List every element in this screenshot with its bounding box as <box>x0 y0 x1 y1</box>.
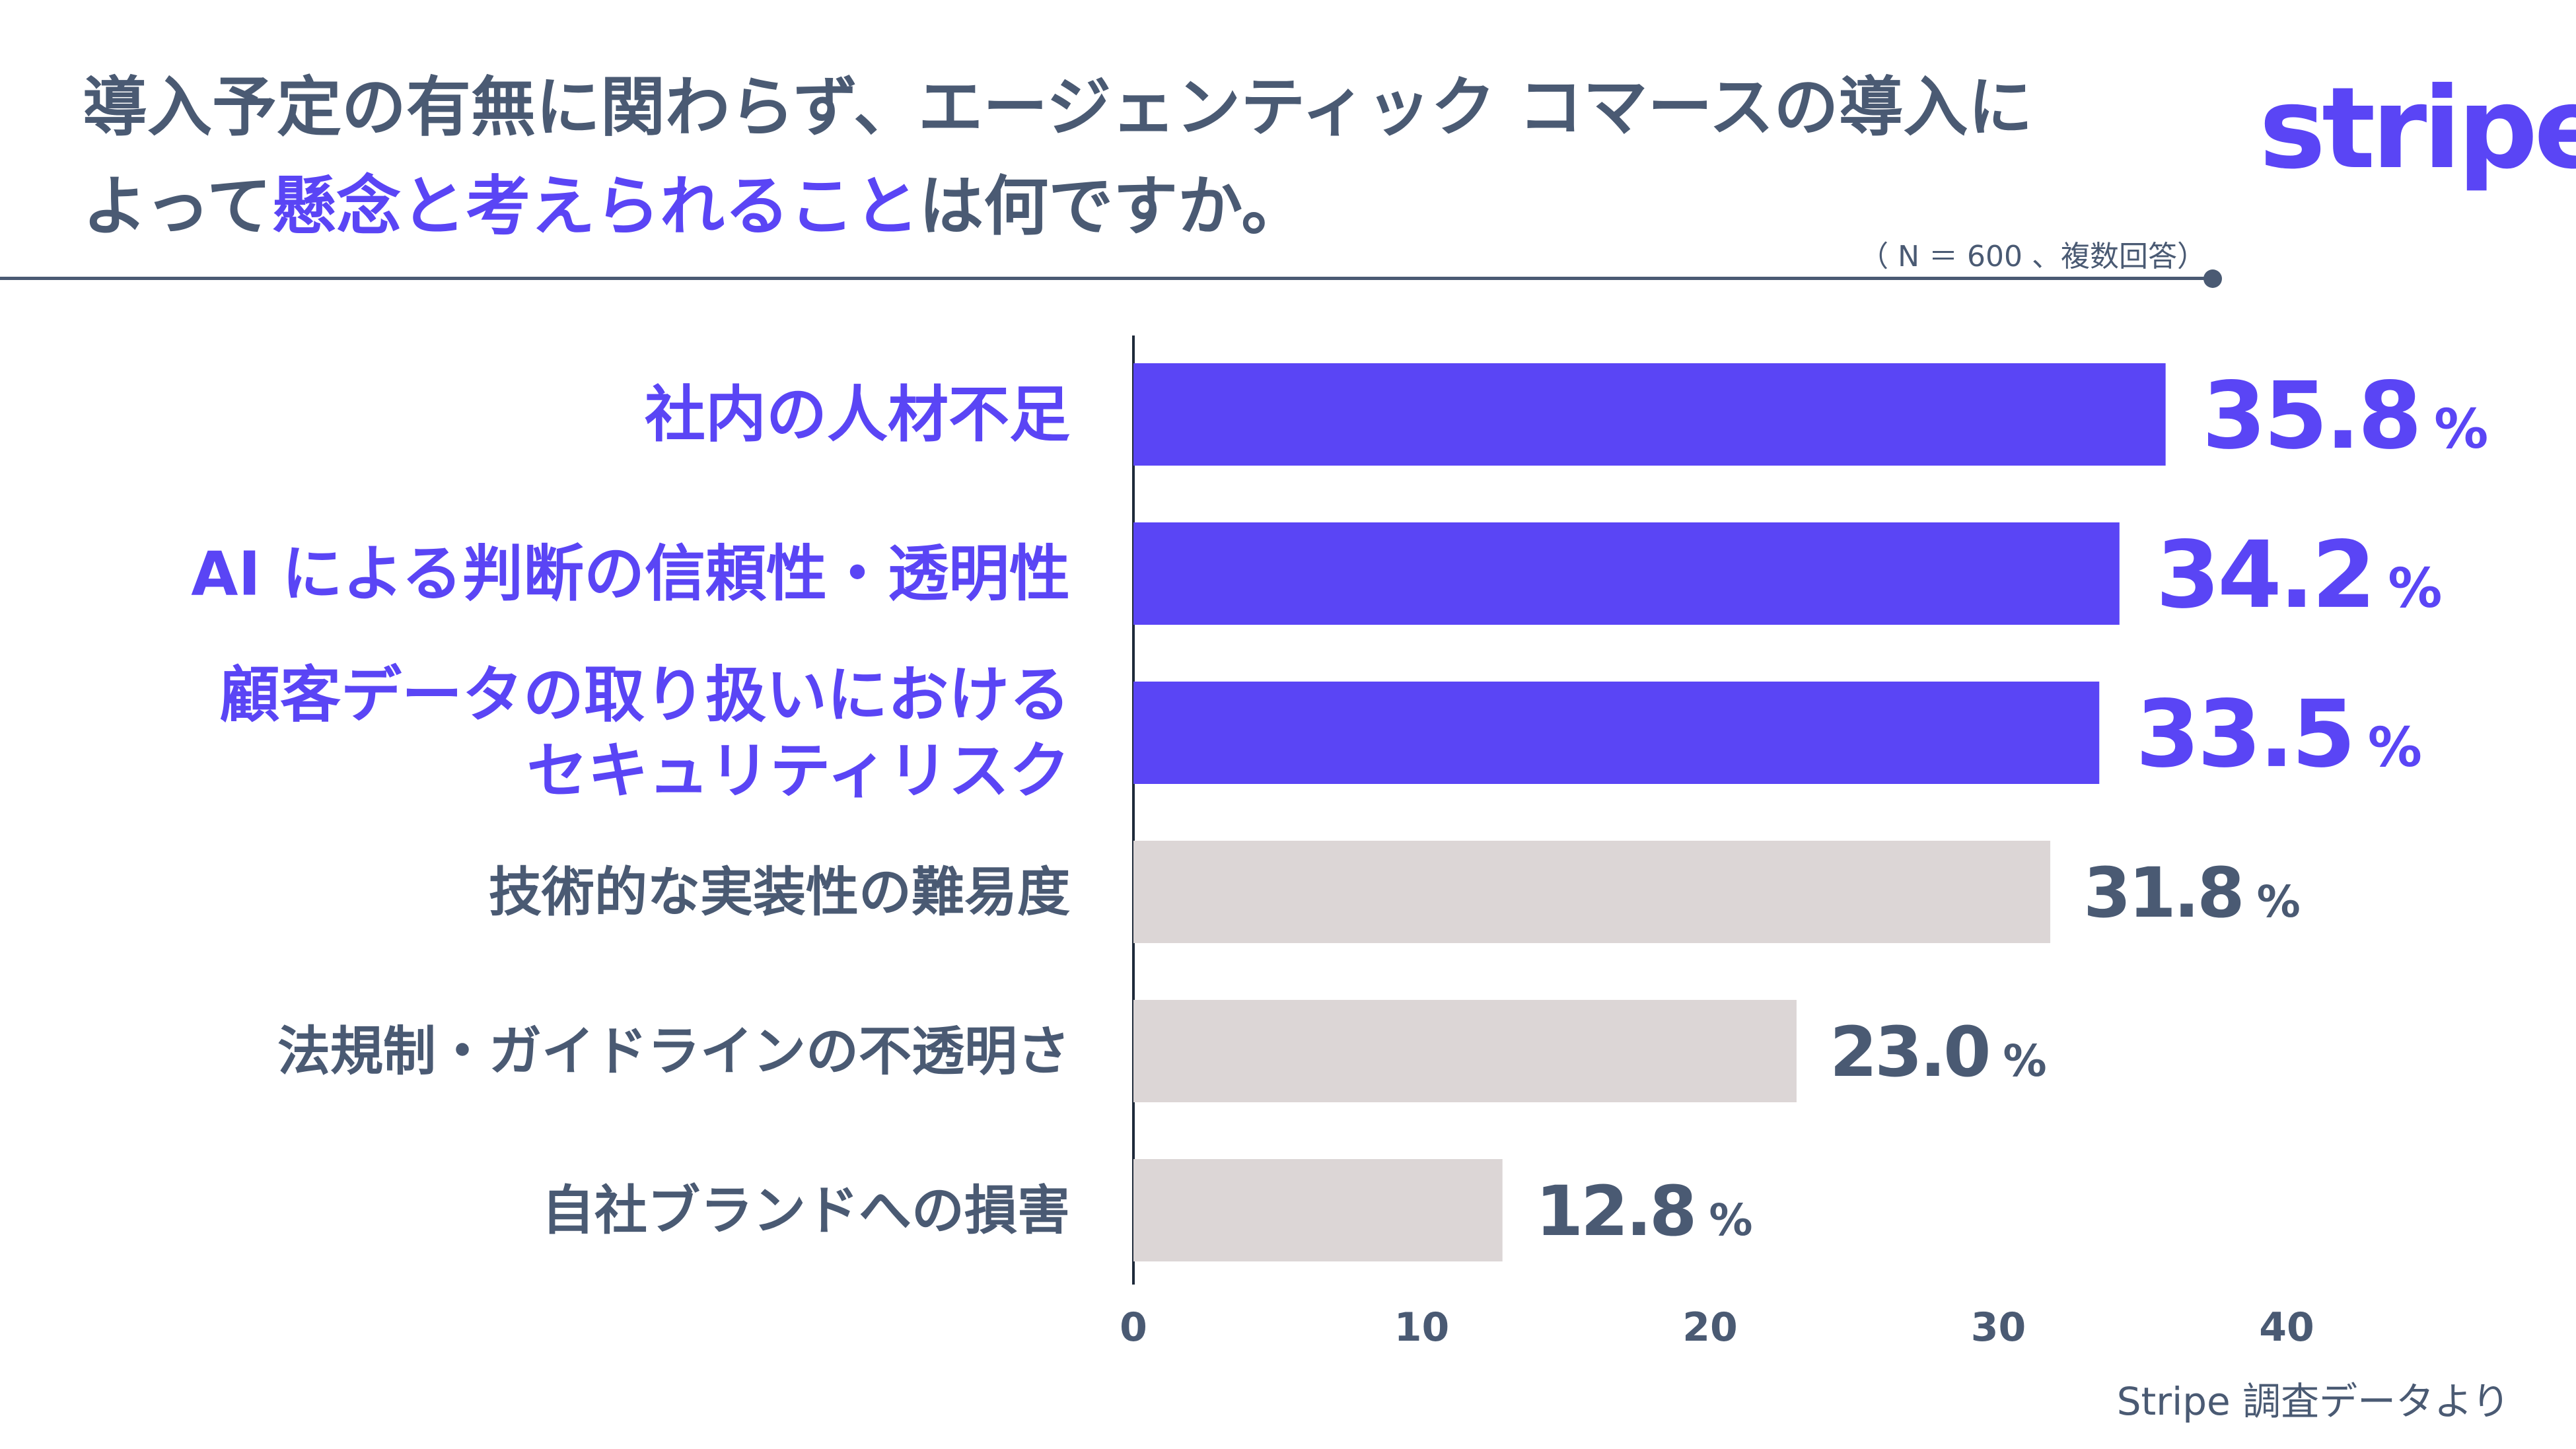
value-number-3: 31.8 <box>2083 853 2242 933</box>
value-unit-3: % <box>2257 876 2301 927</box>
value-label-4: 23.0% <box>1830 1012 2047 1092</box>
category-label-3: 技術的な実装性の難易度 <box>489 862 1070 923</box>
title-line-2c: は何ですか。 <box>919 169 1306 244</box>
category-label-4: 法規制・ガイドラインの不透明さ <box>277 1021 1070 1082</box>
bar-5 <box>1133 1159 1503 1261</box>
value-number-0: 35.8 <box>2202 363 2419 470</box>
x-tick-0: 0 <box>1120 1304 1147 1351</box>
value-unit-1: % <box>2388 557 2442 620</box>
value-unit-2: % <box>2368 717 2422 779</box>
value-number-5: 12.8 <box>1536 1171 1695 1252</box>
source-note: Stripe 調査データより <box>2116 1379 2510 1424</box>
category-label-0: 社内の人材不足 <box>645 380 1070 450</box>
value-label-2: 33.5% <box>2135 681 2422 789</box>
category-label-5: 自社ブランドへの損害 <box>542 1180 1070 1242</box>
bar-1 <box>1133 522 2120 625</box>
value-number-1: 34.2 <box>2156 522 2373 629</box>
x-tick-40: 40 <box>2259 1304 2314 1351</box>
chart-title: 導入予定の有無に関わらず、エージェンティック コマースの導入に よって懸念と考え… <box>83 58 2064 256</box>
value-unit-5: % <box>1709 1195 1752 1246</box>
category-label-2-line-1: セキュリティリスク <box>527 736 1070 806</box>
title-highlight: 懸念と考えられること <box>271 169 919 244</box>
value-label-5: 12.8% <box>1536 1171 1753 1252</box>
x-tick-10: 10 <box>1394 1304 1450 1351</box>
value-number-2: 33.5 <box>2135 681 2353 789</box>
bar-2 <box>1133 682 2100 784</box>
x-tick-20: 20 <box>1682 1304 1738 1351</box>
bar-4 <box>1133 1000 1797 1102</box>
category-label-1: AI による判断の信頼性・透明性 <box>191 539 1070 610</box>
value-unit-0: % <box>2434 398 2488 461</box>
category-label-2-line-0: 顧客データの取り扱いにおける <box>219 660 1070 730</box>
title-line-2a: よって <box>83 169 272 244</box>
value-number-4: 23.0 <box>1830 1012 1989 1092</box>
divider-end-dot <box>2203 269 2222 288</box>
value-unit-4: % <box>2003 1036 2047 1086</box>
bar-0 <box>1133 363 2166 466</box>
header-divider <box>0 277 2213 280</box>
x-tick-30: 30 <box>1971 1304 2026 1351</box>
value-label-3: 31.8% <box>2083 853 2301 933</box>
stripe-logo: stripe <box>2259 63 2576 194</box>
bar-3 <box>1133 841 2051 943</box>
value-label-1: 34.2% <box>2156 522 2443 629</box>
title-line-1: 導入予定の有無に関わらず、エージェンティック コマースの導入に <box>83 70 2033 145</box>
sample-note: （ N ＝ 600 、複数回答） <box>1859 240 2206 273</box>
value-label-0: 35.8% <box>2202 363 2489 470</box>
